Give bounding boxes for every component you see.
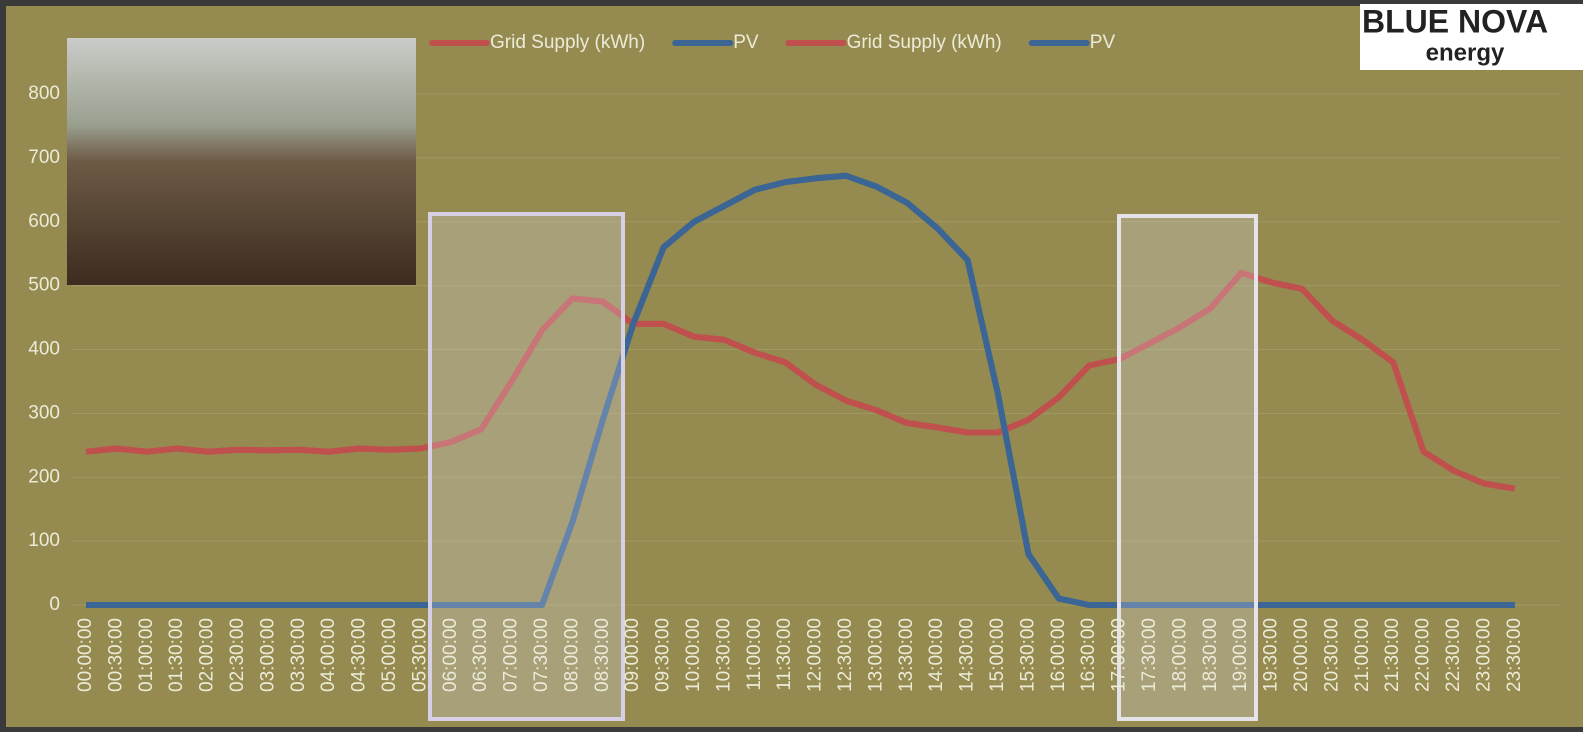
x-tick-label: 06:00:00 (440, 618, 461, 692)
x-tick-label: 20:30:00 (1321, 618, 1342, 692)
x-tick-label: 15:00:00 (987, 618, 1008, 692)
x-tick-label: 15:30:00 (1017, 618, 1038, 692)
logo-tagline: energy (1426, 39, 1505, 66)
x-tick-label: 02:00:00 (197, 618, 218, 692)
x-tick-label: 11:00:00 (744, 618, 765, 691)
x-tick-label: 09:00:00 (622, 618, 643, 692)
y-tick-label: 500 (28, 275, 60, 296)
x-tick-label: 22:00:00 (1413, 618, 1434, 692)
x-tick-label: 08:00:00 (561, 618, 582, 692)
legend-label: PV (1090, 32, 1116, 53)
y-tick-label: 400 (28, 339, 60, 360)
x-tick-label: 21:30:00 (1382, 618, 1403, 692)
y-tick-label: 700 (28, 147, 60, 168)
x-tick-label: 20:00:00 (1291, 618, 1312, 692)
x-tick-label: 19:30:00 (1261, 618, 1282, 692)
x-tick-label: 01:00:00 (136, 618, 157, 692)
x-tick-label: 18:00:00 (1169, 618, 1190, 692)
x-tick-label: 14:00:00 (926, 618, 947, 692)
legend-label: Grid Supply (kWh) (847, 32, 1002, 53)
x-tick-label: 23:00:00 (1473, 618, 1494, 692)
x-tick-label: 16:00:00 (1048, 618, 1069, 692)
x-tick-label: 08:30:00 (592, 618, 613, 692)
legend-label: Grid Supply (kWh) (490, 32, 645, 53)
x-tick-label: 09:30:00 (653, 618, 674, 692)
x-tick-label: 12:00:00 (805, 618, 826, 692)
x-tick-label: 18:30:00 (1200, 618, 1221, 692)
x-tick-label: 19:00:00 (1230, 618, 1251, 692)
x-tick-label: 04:00:00 (318, 618, 339, 692)
x-tick-label: 03:30:00 (288, 618, 309, 692)
x-tick-label: 16:30:00 (1078, 618, 1099, 692)
x-tick-label: 02:30:00 (227, 618, 248, 692)
x-tick-label: 03:00:00 (257, 618, 278, 692)
y-tick-label: 200 (28, 466, 60, 487)
x-tick-label: 10:00:00 (683, 618, 704, 692)
y-tick-label: 600 (28, 211, 60, 232)
legend-label: PV (733, 32, 759, 53)
x-tick-label: 14:30:00 (957, 618, 978, 692)
x-tick-label: 22:30:00 (1443, 618, 1464, 692)
y-tick-label: 0 (49, 594, 60, 615)
y-tick-label: 300 (28, 402, 60, 423)
x-tick-label: 17:00:00 (1109, 618, 1130, 692)
x-tick-label: 10:30:00 (713, 618, 734, 692)
y-tick-label: 800 (28, 83, 60, 104)
x-tick-label: 11:30:00 (774, 618, 795, 691)
x-tick-label: 07:00:00 (501, 618, 522, 692)
x-tick-label: 21:00:00 (1352, 618, 1373, 692)
photo (67, 38, 416, 285)
x-tick-label: 00:30:00 (105, 618, 126, 692)
x-tick-label: 05:00:00 (379, 618, 400, 692)
x-tick-label: 23:30:00 (1504, 618, 1525, 692)
x-tick-label: 13:30:00 (896, 618, 917, 692)
x-tick-label: 04:30:00 (349, 618, 370, 692)
chart: BLUE NOVA energy 0 100 200 300 400 500 600 700 8… (0, 0, 1583, 727)
x-tick-label: 06:30:00 (470, 618, 491, 692)
logo-name: BLUE NOVA (1362, 3, 1548, 39)
x-tick-label: 12:30:00 (835, 618, 856, 692)
y-tick-label: 100 (28, 530, 60, 551)
page: BLUE NOVA energy 0 100 200 300 400 500 600 700 8… (0, 0, 1583, 732)
x-tick-label: 07:30:00 (531, 618, 552, 692)
x-tick-label: 01:30:00 (166, 618, 187, 692)
x-tick-label: 00:00:00 (75, 618, 96, 692)
x-tick-label: 05:30:00 (409, 618, 430, 692)
x-tick-label: 17:30:00 (1139, 618, 1160, 692)
x-tick-label: 13:00:00 (865, 618, 886, 692)
